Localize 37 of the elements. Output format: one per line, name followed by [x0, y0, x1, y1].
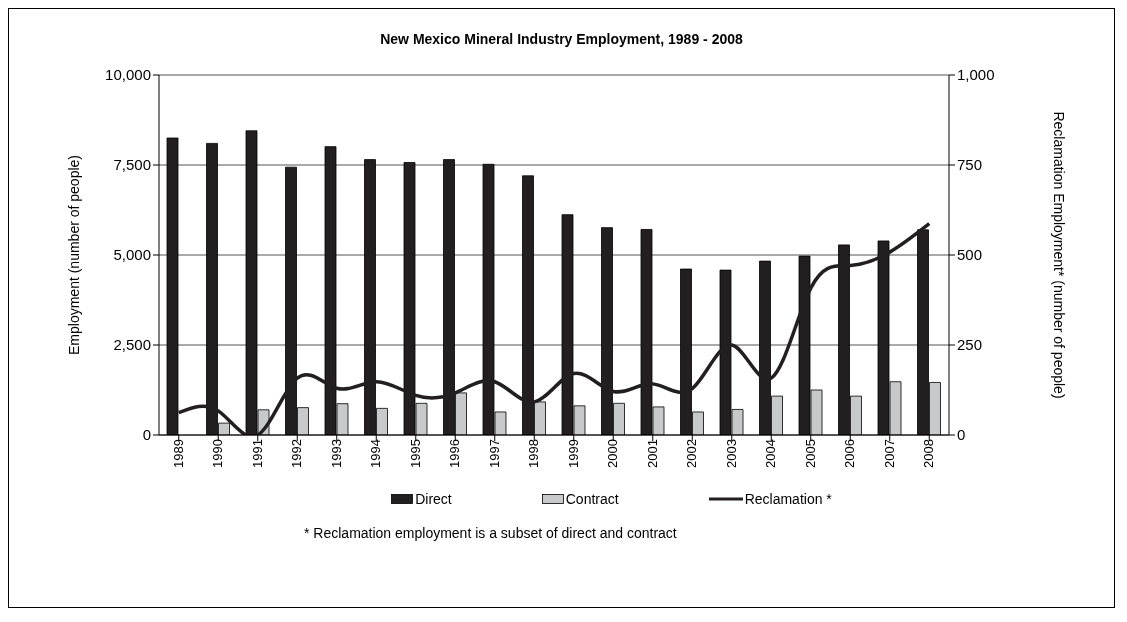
y2-axis-title: Reclamation Employment* (number of people) — [1051, 111, 1068, 399]
y-tick-label: 10,000 — [105, 66, 151, 84]
x-tick-label: 2005 — [802, 439, 818, 468]
y-tick-label: 0 — [142, 426, 151, 444]
legend-label: Contract — [565, 491, 619, 507]
x-tick-label: 1997 — [486, 439, 502, 468]
x-tick-label: 1989 — [170, 439, 186, 468]
y-tick-label: 5,000 — [113, 246, 151, 264]
y2-tick-label: 750 — [957, 156, 983, 174]
x-tick-label: 2008 — [921, 439, 937, 468]
y2-tick-label: 500 — [957, 246, 983, 264]
x-tick-label: 1993 — [328, 439, 344, 468]
y2-tick-label: 1,000 — [957, 66, 995, 84]
x-tick-label: 1994 — [368, 439, 384, 468]
y-tick-label: 2,500 — [113, 336, 151, 354]
x-tick-label: 1999 — [565, 439, 581, 468]
legend-label: Reclamation * — [744, 491, 832, 507]
y-tick-label: 7,500 — [113, 156, 151, 174]
text: * Reclamation employment is a subset of direct and contract — [304, 525, 678, 541]
x-tick-label: 1996 — [447, 439, 463, 468]
x-tick-label: 2006 — [842, 439, 858, 468]
x-tick-label: 1990 — [210, 439, 226, 468]
x-tick-label: 1995 — [407, 439, 423, 468]
x-tick-label: 1992 — [289, 439, 305, 468]
x-tick-label: 2007 — [881, 439, 897, 468]
y2-tick-label: 250 — [957, 336, 983, 354]
x-tick-label: 2000 — [605, 439, 621, 468]
x-tick-label: 2002 — [684, 439, 700, 468]
x-tick-label: 2004 — [763, 439, 779, 468]
x-tick-label: 2003 — [723, 439, 739, 468]
x-tick-label: 1991 — [249, 439, 265, 468]
y2-tick-label: 0 — [957, 426, 966, 444]
y-axis-title: Employment (number of people) — [65, 155, 82, 355]
x-tick-label: 2001 — [644, 439, 660, 468]
x-tick-label: 1998 — [526, 439, 542, 468]
chart-title: New Mexico Mineral Industry Employment, 1989 - 2008 — [379, 31, 744, 47]
legend-label: Direct — [415, 491, 452, 507]
